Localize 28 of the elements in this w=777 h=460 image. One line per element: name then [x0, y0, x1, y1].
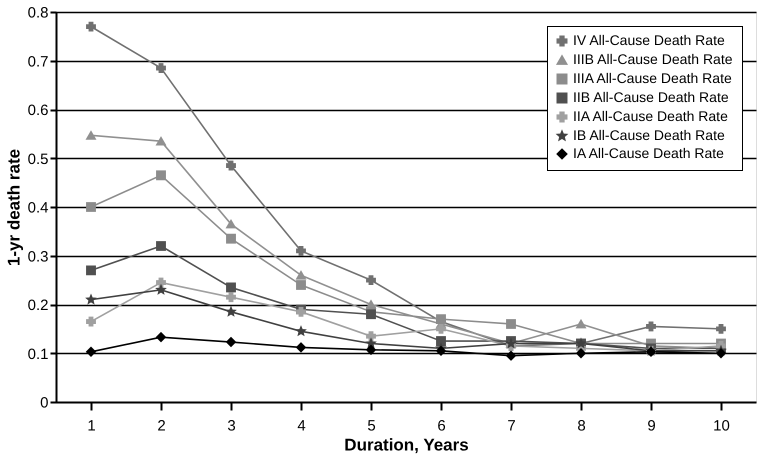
x-tick-label: 4 [297, 418, 306, 434]
legend-label: IIB All-Cause Death Rate [573, 89, 729, 105]
y-tick-label: 0.4 [28, 200, 48, 216]
y-tick-label: 0.7 [28, 53, 48, 70]
y-tick-label: 0.8 [28, 4, 48, 22]
x-tick-label: 5 [367, 418, 376, 434]
y-tick-label: 0 [40, 394, 48, 412]
legend-label: IA All-Cause Death Rate [573, 145, 724, 161]
legend-label: IB All-Cause Death Rate [573, 127, 725, 143]
x-tick-label: 8 [577, 418, 586, 434]
x-tick-label: 3 [227, 418, 236, 434]
y-tick-label: 0.5 [28, 150, 48, 168]
y-tick-label: 0.3 [28, 248, 48, 266]
x-tick-label: 1 [87, 418, 96, 434]
legend-label: IIIA All-Cause Death Rate [573, 70, 732, 86]
legend-label: IIIB All-Cause Death Rate [573, 51, 733, 67]
x-tick-label: 9 [647, 418, 656, 434]
x-tick-label: 10 [713, 418, 730, 434]
x-tick-label: 6 [437, 418, 446, 434]
legend-label: IV All-Cause Death Rate [573, 32, 725, 48]
x-tick-label: 2 [157, 418, 166, 434]
y-tick-label: 0.2 [28, 297, 48, 314]
y-axis-title: 1-yr death rate [4, 148, 24, 266]
y-tick-label: 0.6 [28, 102, 48, 119]
x-tick-label: 7 [507, 418, 516, 434]
legend-label: IIA All-Cause Death Rate [573, 108, 728, 124]
y-tick-label: 0.1 [28, 346, 48, 363]
x-axis-title: Duration, Years [344, 436, 469, 454]
